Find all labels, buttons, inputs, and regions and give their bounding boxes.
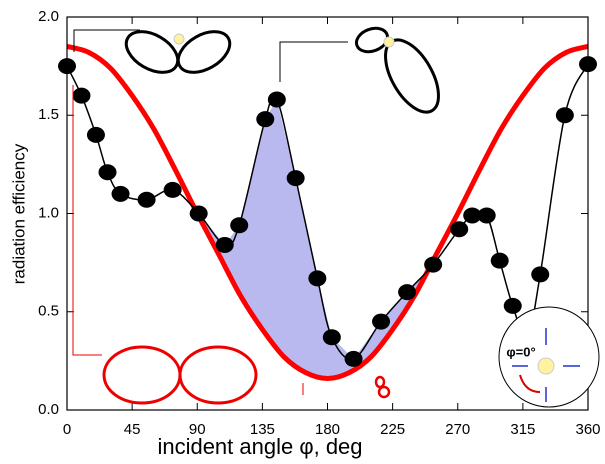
data-point <box>190 206 208 222</box>
data-point <box>138 192 156 208</box>
pattern-inset-1 <box>74 23 237 80</box>
data-point <box>478 207 496 223</box>
chart: 045901351802252703153600.00.51.01.52.0 i… <box>0 0 605 464</box>
data-point <box>216 237 234 253</box>
x-tick-label: 45 <box>124 421 141 438</box>
y-tick-label: 1.0 <box>38 204 59 221</box>
data-point <box>99 164 117 180</box>
data-point <box>424 257 442 273</box>
data-point <box>323 329 341 345</box>
geometry-inset: φ=0° <box>499 307 599 407</box>
pattern-inset-2 <box>280 24 449 120</box>
shaded-region <box>197 100 428 379</box>
data-point <box>491 253 509 269</box>
x-tick-label: 225 <box>380 421 405 438</box>
y-tick-label: 0.5 <box>38 303 59 320</box>
data-point <box>164 182 182 198</box>
y-tick-label: 2.0 <box>38 8 59 25</box>
y-tick-label: 1.5 <box>38 106 59 123</box>
x-tick-label: 270 <box>445 421 470 438</box>
data-point <box>268 92 286 108</box>
data-point <box>556 107 574 123</box>
data-point <box>308 270 326 286</box>
data-point <box>450 221 468 237</box>
data-point <box>112 186 130 202</box>
y-axis-label: radiation efficiency <box>9 143 28 284</box>
series-line <box>67 64 588 359</box>
data-point <box>230 217 248 233</box>
x-tick-label: 0 <box>63 421 71 438</box>
data-point <box>504 298 522 314</box>
data-point <box>398 284 416 300</box>
data-point <box>345 351 363 367</box>
inset-label: φ=0° <box>506 344 535 359</box>
data-point <box>531 266 549 282</box>
data-point <box>87 127 105 143</box>
x-axis-label: incident angle φ, deg <box>157 434 362 459</box>
data-point <box>372 314 390 330</box>
data-point <box>256 111 274 127</box>
x-tick-label: 360 <box>575 421 600 438</box>
data-point <box>72 88 90 104</box>
data-point <box>287 170 305 186</box>
y-tick-label: 0.0 <box>38 401 59 418</box>
x-tick-label: 315 <box>510 421 535 438</box>
